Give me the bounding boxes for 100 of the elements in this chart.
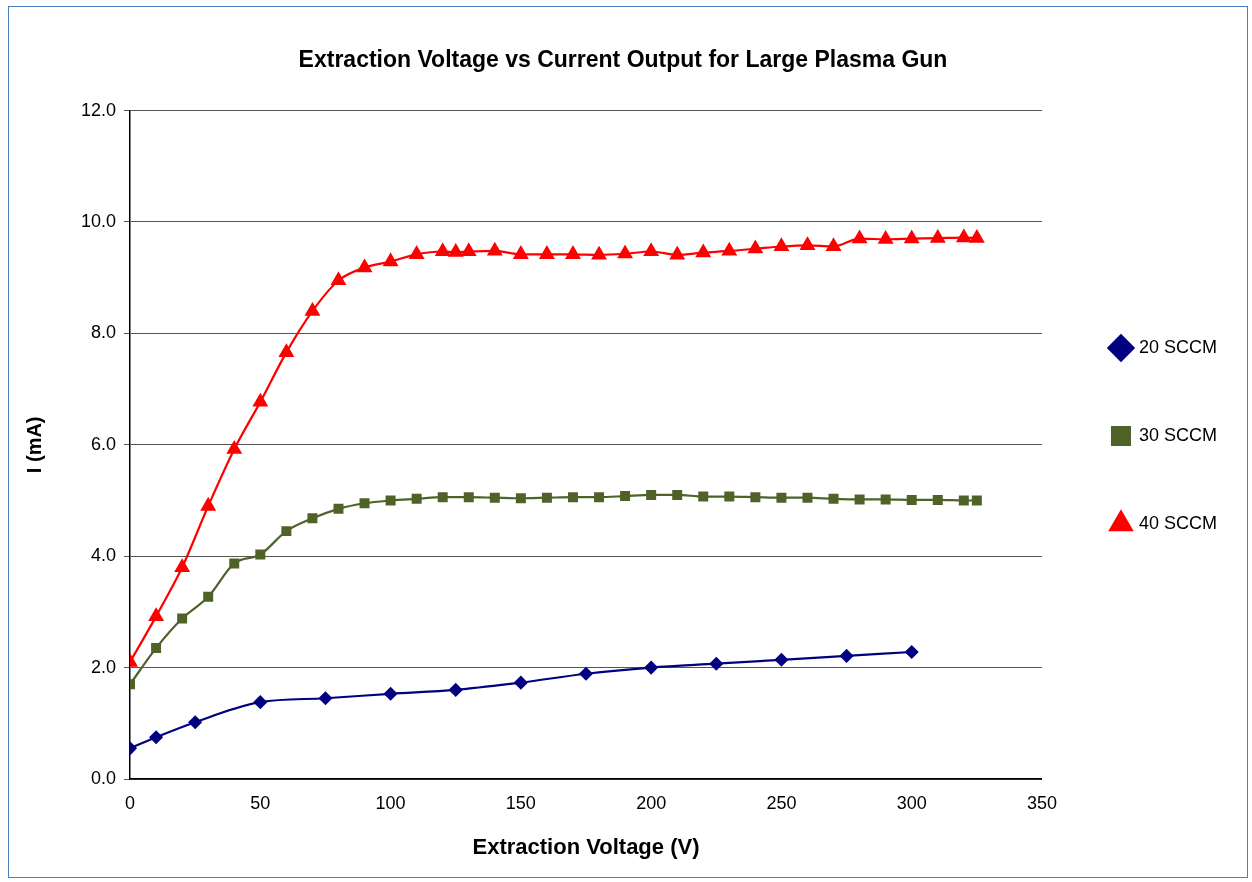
point — [383, 687, 398, 701]
legend-label: 20 SCCM — [1138, 336, 1218, 357]
point — [567, 492, 578, 503]
x-tick-label: 50 — [250, 792, 271, 813]
point — [385, 495, 396, 506]
point — [437, 492, 448, 503]
x-tick-label: 100 — [375, 792, 406, 813]
point — [839, 649, 854, 663]
point — [696, 244, 711, 258]
point — [906, 494, 917, 505]
point — [487, 242, 502, 256]
point — [253, 695, 267, 709]
y-tick-label: 2.0 — [91, 656, 117, 677]
point — [489, 492, 500, 503]
point — [461, 243, 476, 257]
point — [279, 344, 294, 357]
point — [307, 513, 318, 524]
x-tick-label: 350 — [1026, 792, 1057, 813]
point — [904, 230, 919, 244]
point — [174, 559, 190, 572]
point — [177, 613, 188, 624]
point — [905, 645, 919, 659]
point — [255, 549, 266, 560]
legend-label: 30 SCCM — [1138, 424, 1218, 445]
point — [513, 246, 529, 259]
point — [594, 492, 605, 503]
point — [878, 231, 893, 244]
point — [305, 303, 320, 316]
x-tick-label: 200 — [636, 792, 667, 813]
point — [620, 491, 631, 502]
y-tick-label: 12.0 — [80, 99, 117, 120]
point — [318, 691, 333, 705]
y-tick-label: 10.0 — [80, 210, 117, 231]
y-tick-label: 4.0 — [91, 545, 117, 566]
point — [515, 493, 526, 504]
chart-title: Extraction Voltage vs Current Output for Large Plasma Gun — [298, 46, 948, 73]
point — [514, 676, 528, 690]
point — [854, 494, 865, 505]
point — [776, 492, 787, 503]
point — [802, 492, 813, 503]
point — [565, 246, 581, 259]
point — [670, 246, 685, 260]
x-tick-label: 150 — [505, 792, 536, 813]
y-tick-label: 8.0 — [91, 322, 117, 343]
point — [253, 393, 268, 407]
point — [409, 246, 424, 259]
point — [188, 715, 202, 729]
point — [435, 243, 450, 257]
point — [958, 495, 969, 506]
point — [463, 492, 474, 503]
point — [229, 558, 240, 569]
y-tick-label: 6.0 — [91, 433, 117, 454]
point — [722, 242, 737, 256]
point — [383, 253, 398, 267]
point — [930, 230, 945, 243]
point — [591, 246, 607, 260]
point — [646, 489, 657, 500]
point — [724, 491, 735, 502]
y-tick-label: 0.0 — [91, 767, 117, 788]
point — [956, 229, 971, 243]
point — [201, 497, 216, 511]
point — [969, 230, 984, 243]
point — [579, 667, 593, 681]
point — [357, 259, 372, 273]
point — [750, 492, 761, 503]
x-axis-title: Extraction Voltage (V) — [472, 833, 700, 859]
x-tick-label: 300 — [896, 792, 927, 813]
point — [643, 243, 659, 257]
point — [151, 643, 162, 654]
point — [800, 237, 815, 250]
point — [539, 246, 555, 259]
point — [203, 591, 214, 602]
point — [774, 653, 789, 667]
x-tick-label: 250 — [766, 792, 797, 813]
point — [698, 491, 709, 502]
point — [331, 272, 346, 286]
point — [748, 240, 763, 254]
point — [148, 608, 164, 621]
point — [448, 243, 463, 257]
point — [617, 245, 633, 259]
point — [852, 230, 867, 244]
point — [644, 661, 658, 675]
legend-label: 40 SCCM — [1138, 512, 1218, 533]
point — [709, 657, 723, 671]
point — [826, 238, 841, 252]
point — [932, 494, 943, 505]
point — [333, 503, 344, 514]
x-tick-label: 0 — [125, 792, 136, 813]
point — [828, 493, 839, 504]
point — [672, 489, 683, 500]
point — [149, 730, 163, 744]
point — [880, 494, 891, 505]
point — [227, 441, 242, 454]
point — [541, 492, 552, 503]
point — [281, 526, 292, 537]
point — [774, 238, 789, 252]
point — [971, 495, 982, 506]
point — [359, 498, 370, 509]
point — [449, 683, 463, 697]
point — [411, 493, 422, 504]
